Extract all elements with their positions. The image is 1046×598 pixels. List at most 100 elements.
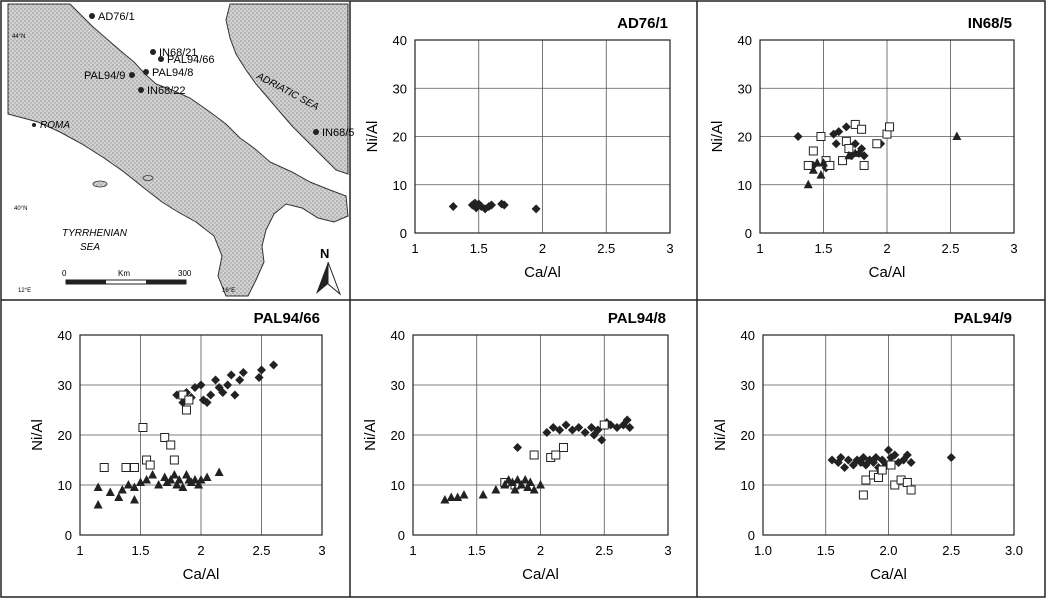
triangle-point bbox=[536, 480, 545, 489]
chart-title: AD76/1 bbox=[617, 15, 668, 32]
square-point bbox=[838, 156, 848, 166]
diamond-point bbox=[257, 365, 266, 375]
triangle-point bbox=[129, 482, 139, 491]
y-tick-label: 0 bbox=[745, 226, 752, 241]
x-axis-label: Ca/Al bbox=[522, 566, 559, 583]
diamond-point bbox=[499, 200, 509, 210]
square-point bbox=[184, 395, 194, 405]
y-tick-label: 40 bbox=[391, 328, 405, 343]
diamond-point bbox=[622, 415, 632, 425]
square-point bbox=[816, 132, 826, 141]
roma-marker bbox=[32, 123, 36, 127]
scale-zero: 0 bbox=[62, 269, 67, 278]
square-point bbox=[166, 440, 176, 450]
y-tick-label: 10 bbox=[741, 478, 755, 493]
chart-title: PAL94/8 bbox=[608, 310, 666, 327]
triangle-point bbox=[523, 482, 533, 491]
diamond-point bbox=[831, 139, 841, 149]
y-tick-label: 40 bbox=[393, 33, 407, 48]
diamond-point bbox=[902, 450, 912, 460]
scale-bar: 0 Km 300 bbox=[62, 269, 192, 285]
y-tick-label: 0 bbox=[400, 226, 407, 241]
diamond-point bbox=[230, 390, 240, 400]
triangle-point bbox=[178, 482, 188, 491]
triangle-point bbox=[507, 477, 517, 486]
diamond-point bbox=[487, 200, 496, 210]
square-point bbox=[99, 463, 109, 472]
diamond-point bbox=[843, 455, 853, 465]
square-point bbox=[873, 473, 883, 482]
square-point bbox=[181, 405, 191, 415]
triangle-point bbox=[202, 472, 212, 481]
triangle-point bbox=[453, 492, 463, 501]
site-dot bbox=[138, 87, 144, 93]
x-tick-label: 1 bbox=[76, 543, 83, 558]
triangle-point bbox=[478, 490, 488, 499]
x-tick-label: 1.5 bbox=[817, 543, 835, 558]
y-tick-label: 20 bbox=[741, 428, 755, 443]
site-label: PAL94/66 bbox=[167, 54, 215, 66]
y-tick-label: 30 bbox=[393, 81, 407, 96]
site-dot bbox=[143, 69, 149, 75]
x-tick-label: 1.0 bbox=[754, 543, 772, 558]
square-point bbox=[890, 480, 900, 490]
diamond-point bbox=[836, 453, 846, 462]
diamond-point bbox=[226, 370, 236, 380]
square-point bbox=[129, 463, 139, 472]
triangle-point bbox=[123, 480, 133, 489]
diamond-point bbox=[841, 122, 851, 132]
diamond-point bbox=[223, 380, 233, 390]
triangle-point bbox=[148, 470, 158, 479]
y-tick-label: 40 bbox=[741, 328, 755, 343]
y-tick-label: 20 bbox=[738, 130, 752, 145]
y-tick-label: 10 bbox=[738, 178, 752, 193]
triangle-point bbox=[93, 500, 103, 509]
map-label-tyrrhenian-sea: SEA bbox=[80, 242, 100, 253]
square-point bbox=[857, 124, 867, 134]
x-tick-label: 2.5 bbox=[942, 543, 960, 558]
diamond-point bbox=[211, 375, 221, 385]
square-point bbox=[178, 390, 188, 400]
square-point bbox=[808, 146, 818, 156]
y-tick-label: 30 bbox=[738, 81, 752, 96]
triangle-point bbox=[194, 480, 204, 489]
triangle-point bbox=[190, 475, 200, 484]
y-tick-label: 10 bbox=[58, 478, 72, 493]
x-tick-label: 2.5 bbox=[252, 543, 270, 558]
plot-area bbox=[759, 39, 1015, 234]
map-lon-left: 12°E bbox=[18, 288, 31, 294]
x-tick-label: 2.0 bbox=[879, 543, 897, 558]
square-point bbox=[850, 119, 860, 129]
diamond-point bbox=[840, 463, 850, 472]
triangle-point bbox=[446, 492, 456, 501]
x-tick-label: 2 bbox=[197, 543, 204, 558]
triangle-point bbox=[142, 475, 152, 484]
y-tick-label: 0 bbox=[398, 528, 405, 543]
diamond-point bbox=[254, 373, 264, 382]
triangle-point bbox=[114, 492, 124, 501]
x-tick-label: 1.5 bbox=[814, 241, 832, 256]
triangle-point bbox=[136, 477, 145, 486]
diamond-point bbox=[202, 398, 212, 407]
diamond-point bbox=[531, 204, 541, 214]
x-tick-label: 3.0 bbox=[1005, 543, 1023, 558]
triangle-point bbox=[510, 485, 520, 494]
triangle-point bbox=[196, 475, 206, 484]
triangle-point bbox=[500, 480, 510, 489]
plot-area bbox=[414, 39, 671, 234]
diamond-point bbox=[793, 132, 803, 141]
north-arrow-icon: N bbox=[316, 246, 342, 296]
x-tick-label: 1.5 bbox=[468, 543, 486, 558]
triangle-point bbox=[952, 131, 962, 140]
triangle-point bbox=[520, 475, 530, 484]
diamond-point bbox=[890, 450, 900, 460]
chart-title: PAL94/66 bbox=[254, 310, 320, 327]
diamond-point bbox=[561, 420, 571, 430]
y-tick-label: 40 bbox=[58, 328, 72, 343]
land-mass-italy bbox=[7, 3, 349, 297]
y-tick-label: 20 bbox=[58, 428, 72, 443]
